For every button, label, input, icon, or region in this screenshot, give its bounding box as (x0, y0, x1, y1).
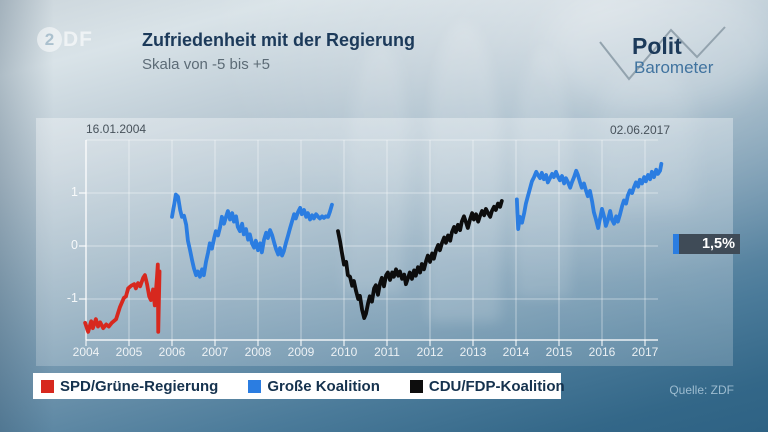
chart-axes (79, 140, 658, 346)
series-line-CDU/FDP-Koalition (336, 199, 504, 320)
source-credit: Quelle: ZDF (669, 383, 734, 397)
legend-swatch-black (409, 379, 423, 393)
x-axis-tick-label: 2011 (374, 345, 400, 359)
zigzag-line-icon (599, 26, 726, 81)
x-axis-tick-label: 2017 (631, 345, 659, 359)
brand-polit: Polit (632, 33, 682, 59)
legend-label: SPD/Grüne-Regierung (60, 377, 219, 395)
legend-swatch-blue (248, 379, 262, 393)
y-axis-tick-label: -1 (66, 291, 78, 305)
x-axis-tick-label: 2008 (244, 345, 272, 359)
start-date-label: 16.01.2004 (86, 122, 147, 136)
chart-gridlines (85, 139, 658, 340)
x-axis-tick-label: 2013 (459, 345, 487, 359)
legend-label: Große Koalition (267, 377, 380, 395)
x-axis-tick-label: 2014 (502, 345, 530, 359)
politbarometer-logo: Polit Barometer (595, 15, 755, 95)
badge-accent-bar (673, 234, 679, 254)
background-watermark (545, 0, 768, 110)
badge-value: 1,5% (679, 234, 740, 254)
legend-swatch-red (41, 379, 54, 393)
series-line-Große Koalition (514, 161, 664, 231)
x-axis-tick-label: 2012 (416, 345, 444, 359)
zdf-logo: 2 DF (37, 27, 93, 52)
end-date-label: 02.06.2017 (609, 123, 670, 137)
x-axis-tick-label: 2016 (588, 345, 616, 359)
current-value-badge: 1,5% (673, 234, 740, 254)
x-axis-tick-label: 2005 (115, 345, 143, 359)
chart-legend: SPD/Grüne-Regierung Große Koalition CDU/… (33, 373, 565, 399)
brand-barometer: Barometer (634, 58, 714, 77)
zdf-logo-circle: 2 (37, 27, 62, 52)
series-line-SPD/Grüne-Regierung (83, 262, 162, 334)
legend-item-spd-gruene: SPD/Grüne-Regierung (41, 378, 218, 395)
x-axis-tick-label: 2010 (330, 345, 358, 359)
chart-panel (36, 118, 733, 366)
series-line-Große Koalition (170, 192, 334, 279)
page-title: Zufriedenheit mit der Regierung (142, 30, 416, 50)
legend-item-grosse-koalition: Große Koalition (248, 378, 380, 395)
legend-label: CDU/FDP-Koalition (428, 377, 565, 395)
eagle-watermark-feather (428, 22, 500, 322)
scale-subtitle: Skala von -5 bis +5 (142, 56, 270, 73)
y-axis-tick-label: 1 (71, 185, 78, 199)
zdf-logo-letters: DF (63, 27, 93, 51)
eagle-watermark-feather (598, 60, 694, 210)
zdf-logo-2: 2 (44, 29, 55, 49)
y-axis-tick-label: 0 (71, 238, 78, 252)
x-axis-tick-label: 2006 (158, 345, 186, 359)
x-axis-tick-label: 2007 (201, 345, 229, 359)
chart-series (83, 161, 664, 334)
x-axis-tick-label: 2004 (72, 345, 100, 359)
x-axis-tick-label: 2009 (287, 345, 315, 359)
x-axis-tick-label: 2015 (545, 345, 573, 359)
legend-item-cdu-fdp: CDU/FDP-Koalition (409, 377, 565, 395)
